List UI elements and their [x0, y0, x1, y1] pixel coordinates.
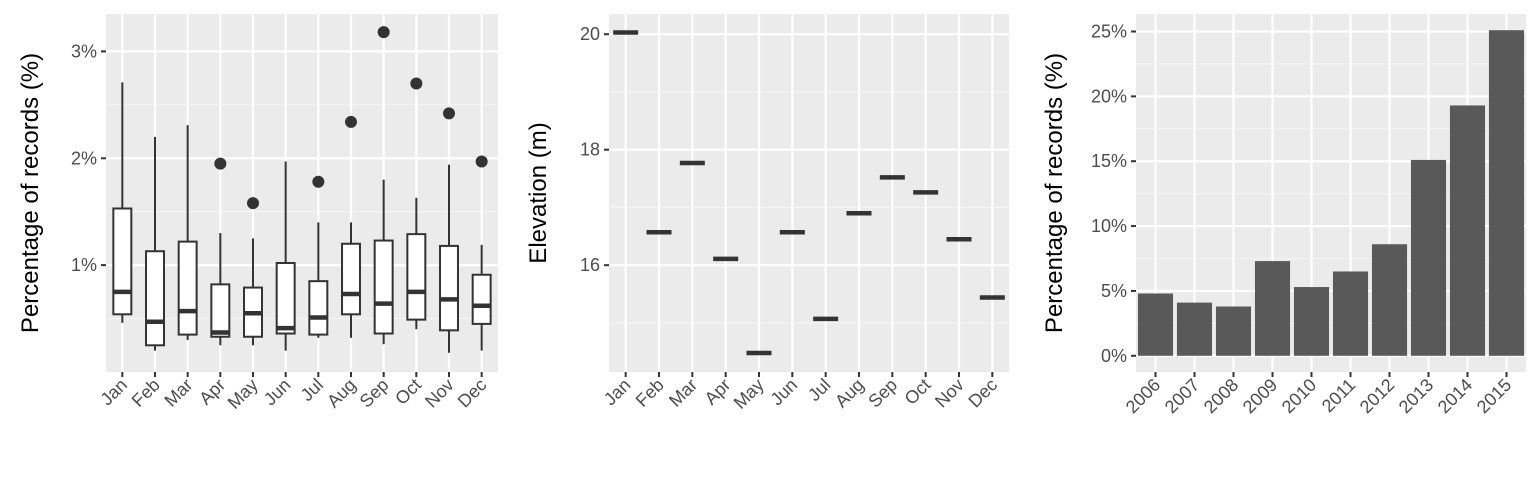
x-tick-label: Jul: [297, 375, 327, 405]
y-tick-label: 0%: [1101, 346, 1127, 366]
y-tick-label: 15%: [1091, 151, 1127, 171]
x-tick-label: 2008: [1200, 375, 1242, 417]
x-tick-label: Jun: [260, 375, 295, 410]
box-jan: [112, 207, 133, 316]
bar-2009: [1254, 261, 1291, 356]
y-axis-title: Percentage of records (%): [1041, 53, 1068, 333]
panel-background: [609, 14, 1009, 372]
x-tick-label: May: [730, 375, 768, 413]
panel-yearly-bars: 0% 5% 10% 15% 20% 25% 200620072008200920102011…: [1041, 14, 1526, 417]
y-tick-label: 2%: [71, 148, 97, 168]
y-tick-label: 16: [580, 255, 600, 275]
x-tick-label: 2010: [1278, 375, 1320, 417]
box-apr: [210, 283, 231, 338]
x-tick-label: 2011: [1318, 375, 1360, 417]
x-tick-label: Jul: [804, 375, 834, 405]
y-tick-label: 10%: [1091, 216, 1127, 236]
x-tick-label: 2006: [1122, 375, 1164, 417]
x-tick-label: 2009: [1239, 375, 1281, 417]
x-tick-label: Jan: [600, 375, 635, 410]
outlier-point: [410, 77, 423, 90]
outlier-point: [345, 115, 357, 128]
x-tick-label: Oct: [391, 375, 425, 409]
box-mar: [177, 240, 198, 336]
outlier-point: [443, 107, 455, 120]
x-tick-label: 2014: [1434, 375, 1476, 417]
outlier-point: [475, 155, 488, 168]
x-tick-label: Jan: [96, 375, 131, 410]
bar-2006: [1137, 293, 1174, 356]
y-axis-title: Percentage of records (%): [17, 53, 44, 333]
x-tick-label: Apr: [701, 375, 735, 409]
box-feb: [145, 250, 165, 347]
x-tick-label: Feb: [128, 375, 164, 411]
x-tick-label: Oct: [901, 375, 935, 409]
x-tick-label: Feb: [632, 375, 668, 411]
x-tick-label: 2015: [1473, 375, 1515, 417]
panel-background: [106, 14, 498, 372]
x-tick-label: 2012: [1356, 375, 1398, 417]
outlier-point: [247, 197, 259, 210]
y-tick-label: 18: [580, 140, 600, 160]
bar-2012: [1371, 244, 1408, 356]
x-tick-label: Sep: [356, 375, 393, 412]
x-tick-label: Aug: [831, 375, 868, 412]
box-aug: [341, 242, 361, 316]
bar-2011: [1332, 271, 1369, 356]
x-tick-label: Nov: [931, 375, 968, 412]
x-tick-label: 2013: [1395, 375, 1437, 417]
box-jun: [275, 261, 296, 335]
y-tick-label: 25%: [1091, 22, 1127, 42]
outlier-point: [312, 175, 325, 188]
x-tick-label: 2007: [1161, 375, 1203, 417]
outlier-point: [377, 26, 390, 39]
box-oct: [406, 233, 427, 321]
y-tick-label: 20: [580, 24, 600, 44]
x-tick-label: Nov: [421, 375, 458, 412]
outlier-point: [214, 157, 227, 170]
x-tick-label: Apr: [195, 375, 229, 409]
bar-2007: [1176, 302, 1213, 356]
box-dec: [471, 273, 492, 325]
bar-2010: [1293, 287, 1330, 356]
box-jul: [308, 280, 329, 336]
bar-2008: [1215, 306, 1252, 356]
x-tick-label: Mar: [665, 375, 701, 411]
x-tick-label: Aug: [323, 375, 360, 412]
x-tick-label: Sep: [864, 375, 901, 412]
x-tick-label: Dec: [454, 375, 491, 412]
x-tick-label: Dec: [964, 375, 1001, 412]
bar-2015: [1488, 30, 1525, 356]
box-sep: [373, 239, 394, 335]
bar-2013: [1410, 159, 1447, 356]
x-tick-label: May: [224, 375, 262, 413]
y-tick-label: 20%: [1091, 86, 1127, 106]
box-nov: [439, 244, 459, 332]
y-tick-label: 3%: [71, 41, 97, 61]
x-tick-label: Mar: [160, 375, 196, 411]
x-tick-label: Jun: [766, 375, 801, 410]
y-tick-label: 1%: [71, 255, 97, 275]
bar-2014: [1449, 105, 1486, 356]
y-tick-label: 5%: [1101, 281, 1127, 301]
y-axis-title: Elevation (m): [525, 122, 552, 263]
